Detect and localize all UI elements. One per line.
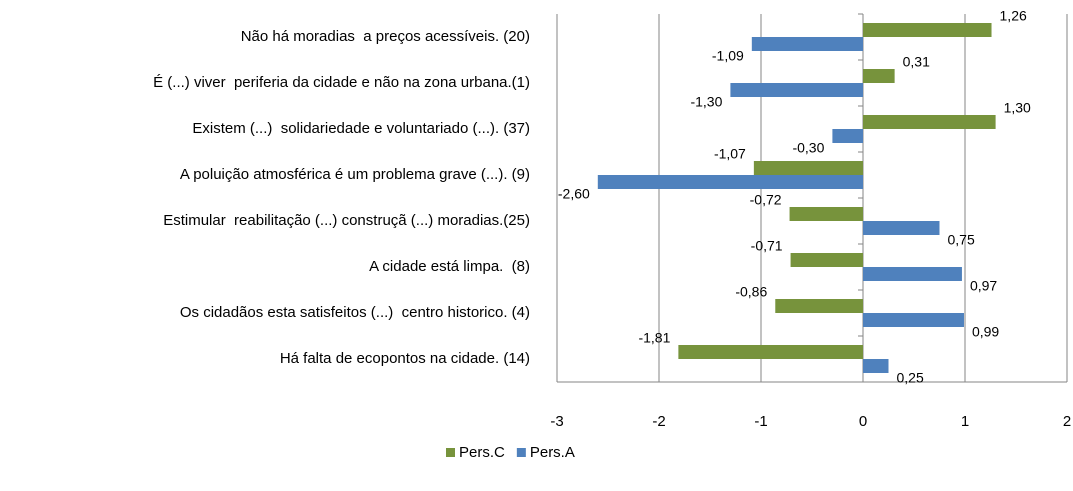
value-label: 1,30 — [1004, 100, 1031, 116]
y-tick-label: A poluição atmosférica é um problema gra… — [180, 166, 530, 183]
bar — [751, 37, 863, 51]
bar — [753, 161, 863, 175]
legend-swatch — [446, 448, 455, 457]
value-label: -1,07 — [714, 146, 746, 162]
value-label: -0,71 — [751, 238, 783, 254]
value-label: 1,26 — [1000, 8, 1027, 24]
bar — [790, 253, 863, 267]
x-tick-label: 1 — [961, 413, 969, 430]
value-label: -0,30 — [792, 140, 824, 156]
value-label: -1,09 — [712, 48, 744, 64]
x-tick-label: 0 — [859, 413, 867, 430]
bar — [863, 313, 964, 327]
bar — [730, 83, 863, 97]
bar — [863, 23, 992, 37]
x-tick-label: -1 — [754, 413, 767, 430]
value-label: -2,60 — [558, 186, 590, 202]
legend-label: Pers.A — [530, 444, 575, 461]
value-label: -1,81 — [638, 330, 670, 346]
y-tick-label: Os cidadãos esta satisfeitos (...) centr… — [180, 304, 530, 321]
x-tick-label: 2 — [1063, 413, 1071, 430]
y-tick-label: Não há moradias a preços acessíveis. (20… — [241, 28, 530, 45]
bar — [863, 69, 895, 83]
value-label: -0,72 — [750, 192, 782, 208]
value-label: -0,86 — [735, 284, 767, 300]
bar — [832, 129, 863, 143]
y-tick-label: A cidade está limpa. (8) — [369, 258, 530, 275]
y-tick-label: Estimular reabilitação (...) construçã (… — [163, 212, 530, 229]
value-label: 0,97 — [970, 278, 997, 294]
bar — [863, 359, 889, 373]
legend-label: Pers.C — [459, 444, 505, 461]
value-label: 0,75 — [948, 232, 975, 248]
y-tick-label: Há falta de ecopontos na cidade. (14) — [280, 350, 530, 367]
value-label: 0,31 — [903, 54, 930, 70]
y-tick-label: É (...) viver periferia da cidade e não … — [153, 74, 530, 91]
bar — [597, 175, 863, 189]
x-tick-label: -2 — [652, 413, 665, 430]
bar — [678, 345, 863, 359]
value-label: 0,99 — [972, 324, 999, 340]
bar — [863, 221, 940, 235]
y-tick-label: Existem (...) solidariedade e voluntaria… — [192, 120, 530, 137]
bar — [775, 299, 863, 313]
value-label: 0,25 — [897, 370, 924, 386]
legend-swatch — [516, 448, 526, 457]
x-tick-label: -3 — [550, 413, 563, 430]
bar — [863, 267, 962, 281]
bar — [863, 115, 996, 129]
bar — [789, 207, 863, 221]
value-label: -1,30 — [690, 94, 722, 110]
